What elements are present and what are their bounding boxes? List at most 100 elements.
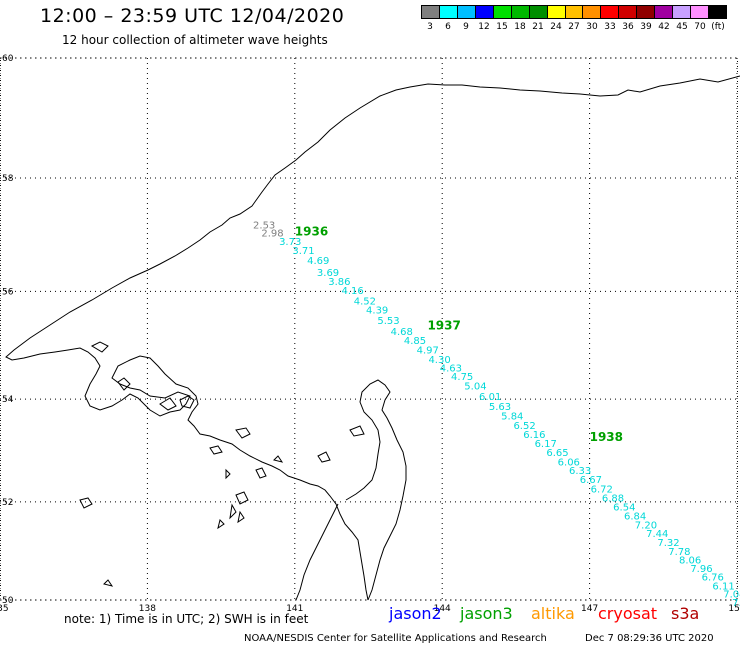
lon-tick-label: 144 [434, 604, 451, 614]
wave-height-value: 7.07 [732, 598, 740, 609]
satellite-legend-item: s3a [671, 604, 700, 623]
wave-height-value: 6.06 [558, 457, 580, 468]
wave-height-value: 4.85 [404, 336, 426, 347]
color-scale-label: (ft) [711, 22, 725, 32]
coastline [5, 75, 740, 601]
wave-height-value: 4.68 [391, 327, 413, 338]
color-scale-label: 15 [496, 22, 508, 32]
lon-tick-label: 141 [286, 604, 303, 614]
lat-tick-label: 54 [2, 395, 14, 405]
color-swatch [475, 6, 494, 18]
footer-credit: NOAA/NESDIS Center for Satellite Applica… [244, 633, 547, 644]
axis-tick-labels: 135 138 141 144 147 150 50 52 54 56 58 60 [0, 54, 740, 614]
map-subtitle: 12 hour collection of altimeter wave hei… [62, 33, 328, 47]
color-scale-label: 39 [640, 22, 652, 32]
lon-tick-label: 150 [728, 604, 740, 614]
wave-height-value: 4.63 [440, 364, 462, 375]
wave-height-value: 6.72 [591, 484, 613, 495]
wave-height-value: 6.84 [624, 511, 646, 522]
wave-height-value: 4.39 [366, 305, 388, 316]
satellite-legend-item: jason3 [460, 604, 513, 623]
color-scale-label: 9 [463, 22, 469, 32]
wave-height-value: 6.11 [712, 581, 734, 592]
color-swatch [565, 6, 584, 18]
wave-height-value: 3.73 [279, 237, 301, 248]
color-scale-label: 12 [478, 22, 490, 32]
wave-height-value: 4.69 [307, 256, 329, 267]
color-swatch [457, 6, 476, 18]
color-swatch [619, 6, 638, 18]
wave-height-value: 7.96 [690, 564, 712, 575]
color-swatch [655, 6, 674, 18]
wave-height-value: 2.98 [261, 229, 283, 240]
color-swatch [583, 6, 602, 18]
wave-height-value: 5.63 [489, 402, 511, 413]
lat-lon-grid [0, 57, 738, 601]
color-scale-bar [421, 5, 727, 19]
color-scale-label: 21 [532, 22, 544, 32]
wave-height-value: 6.88 [602, 493, 624, 504]
wave-height-value: 6.52 [513, 421, 535, 432]
color-scale-label: 33 [604, 22, 616, 32]
color-swatch [511, 6, 530, 18]
color-swatch [601, 6, 620, 18]
lon-tick-label: 138 [139, 604, 156, 614]
satellite-legend-item: cryosat [598, 604, 658, 623]
lat-tick-label: 52 [2, 498, 13, 508]
lat-tick-label: 58 [2, 174, 14, 184]
lon-tick-label: 147 [581, 604, 598, 614]
color-scale-label: 42 [658, 22, 670, 32]
color-swatch [529, 6, 548, 18]
lon-tick-label: 135 [0, 604, 9, 614]
wave-height-value: 8.06 [679, 556, 701, 567]
wave-height-value: 7.32 [657, 538, 679, 549]
color-scale-label: 45 [676, 22, 688, 32]
color-swatch [422, 6, 440, 18]
wave-height-value: 7.04 [723, 590, 740, 601]
lat-tick-label: 56 [2, 287, 14, 297]
footer-timestamp: Dec 7 08:29:36 UTC 2020 [585, 633, 714, 644]
map-title: 12:00 – 23:59 UTC 12/04/2020 [40, 5, 345, 27]
wave-height-value: 3.71 [292, 246, 314, 257]
wave-height-value: 6.16 [523, 430, 545, 441]
pass-time-label: 1936 [295, 224, 328, 238]
wave-height-value: 5.04 [464, 382, 486, 393]
wave-height-value: 6.65 [546, 448, 568, 459]
lat-tick-label: 60 [2, 54, 14, 64]
wave-height-value: 5.84 [501, 412, 523, 423]
wave-height-value: 3.69 [317, 268, 339, 279]
wave-height-value: 6.33 [569, 466, 591, 477]
color-scale-label: 18 [514, 22, 526, 32]
color-scale-label: 6 [445, 22, 451, 32]
units-note: note: 1) Time is in UTC; 2) SWH is in fe… [64, 612, 309, 626]
wave-height-value: 4.30 [428, 355, 450, 366]
wave-height-value: 6.17 [535, 439, 557, 450]
wave-height-value: 6.67 [580, 475, 602, 486]
pass-time-label: 1938 [590, 430, 623, 444]
wave-height-value: 7.20 [635, 520, 657, 531]
wave-height-value: 3.86 [328, 277, 350, 288]
color-swatch [493, 6, 512, 18]
wave-height-value: 4.75 [451, 372, 473, 383]
jason3-satellite-track: 2.532.983.733.714.693.693.864.164.524.39… [253, 221, 740, 617]
lat-tick-label: 50 [2, 596, 14, 606]
color-swatch [637, 6, 656, 18]
wave-height-value: 2.53 [253, 221, 275, 232]
wave-height-value: 6.01 [479, 392, 501, 403]
color-scale-label: 24 [550, 22, 562, 32]
wave-height-value: 5.53 [377, 316, 399, 327]
wave-height-value: 4.52 [354, 297, 376, 308]
color-swatch [547, 6, 566, 18]
color-scale-label: 3 [427, 22, 433, 32]
wave-height-value: 7.44 [646, 529, 668, 540]
color-scale-label: 30 [586, 22, 598, 32]
pass-time-label: 1937 [427, 319, 460, 333]
color-scale-label: 27 [568, 22, 580, 32]
color-swatch [673, 6, 692, 18]
wave-height-value: 6.54 [613, 502, 635, 513]
pass-time-labels: 1936 1937 1938 [295, 224, 623, 443]
color-scale-label: 70 [694, 22, 706, 32]
color-swatch [439, 6, 458, 18]
wave-height-value: 4.97 [417, 345, 439, 356]
